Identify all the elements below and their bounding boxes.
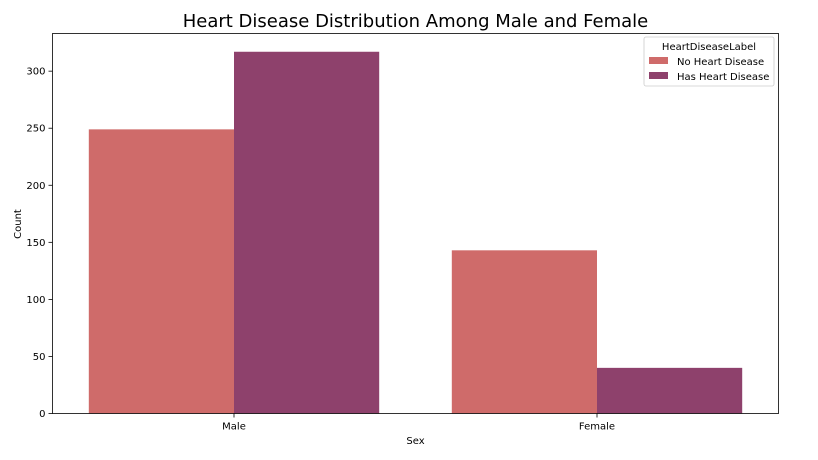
bar-male-no-heart-disease [88,129,234,414]
legend-label-has-heart-disease: Has Heart Disease [677,72,769,83]
bar-female-has-heart-disease [597,367,743,414]
legend-label-no-heart-disease: No Heart Disease [677,57,764,68]
x-axis-label: Sex [406,436,424,447]
y-tick-label-0: 0 [39,409,45,420]
y-tick-label-100: 100 [26,295,45,306]
legend-box [643,36,775,87]
y-axis-label: Count [13,209,24,239]
y-tick-label-300: 300 [26,67,45,78]
legend: HeartDiseaseLabel No Heart Disease Has H… [643,36,775,87]
bars [88,51,743,414]
x-axis-ticks: Male Female [222,413,615,433]
y-tick-label-200: 200 [26,181,45,192]
x-tick-label-female: Female [579,422,615,433]
legend-swatch-has-heart-disease [649,72,668,79]
y-axis-ticks: 0 50 100 150 200 250 300 [26,67,53,420]
y-tick-label-50: 50 [33,352,46,363]
legend-swatch-no-heart-disease [649,57,668,64]
plot-frame [52,33,779,414]
x-tick-label-male: Male [222,422,246,433]
legend-title: HeartDiseaseLabel [662,42,756,53]
y-tick-label-150: 150 [26,238,45,249]
y-tick-label-250: 250 [26,124,45,135]
bar-female-no-heart-disease [451,250,597,414]
chart-title: Heart Disease Distribution Among Male an… [183,11,649,32]
bar-male-has-heart-disease [234,51,380,414]
